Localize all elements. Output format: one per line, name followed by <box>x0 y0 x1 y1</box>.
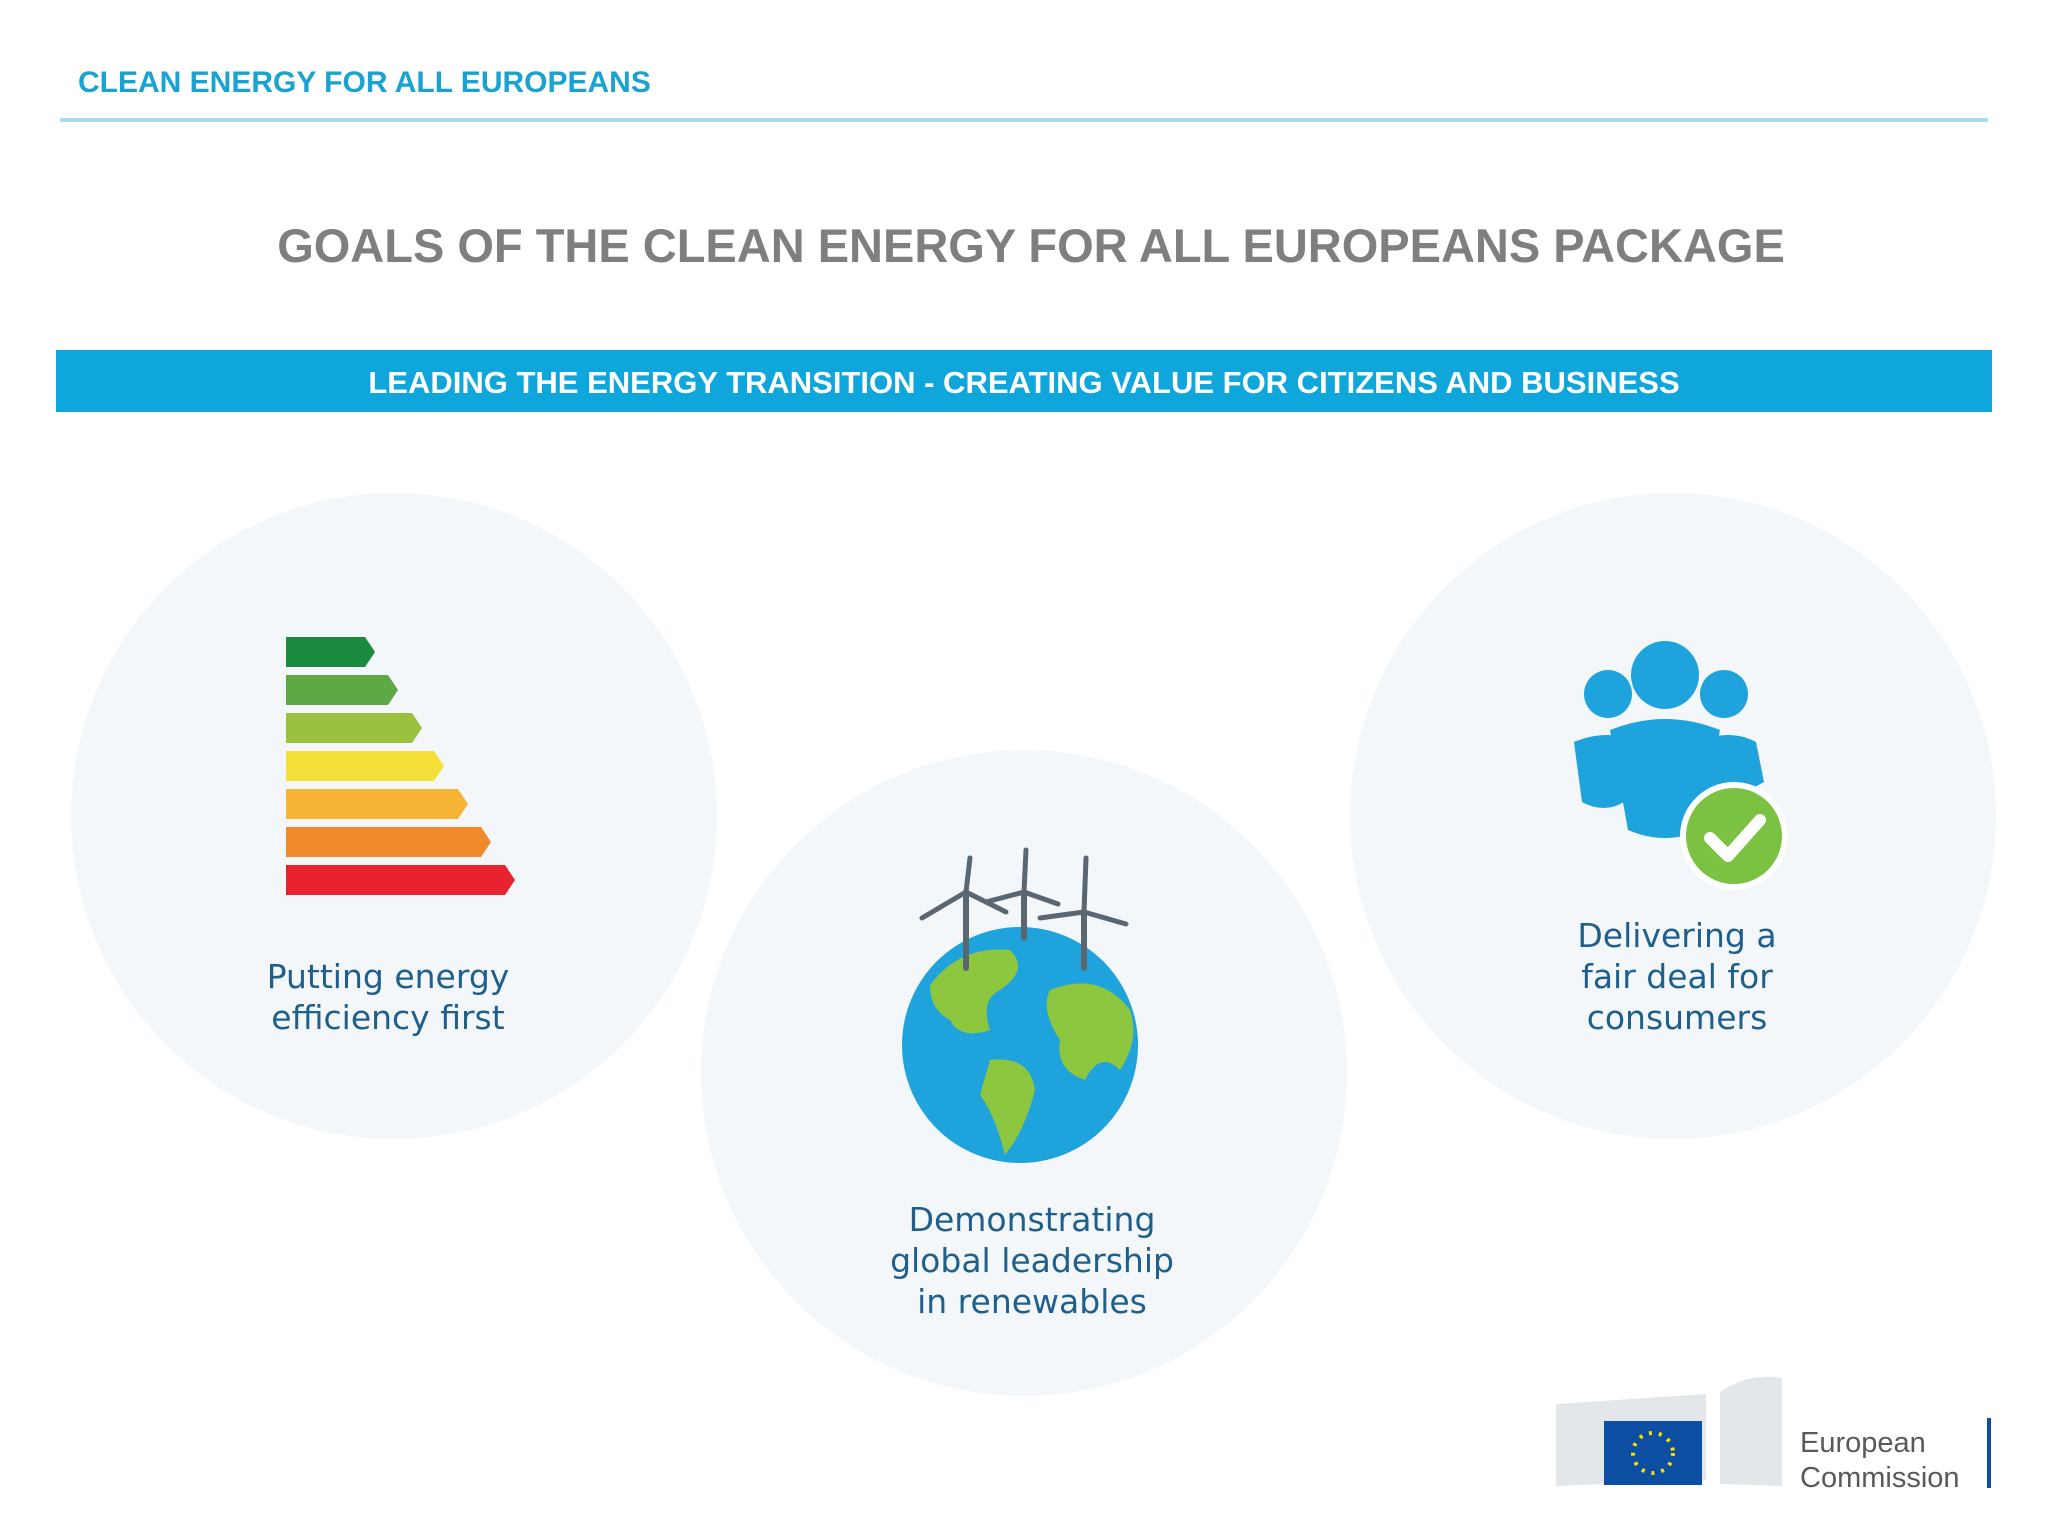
goal-text: Putting energy <box>267 957 510 996</box>
banner-text: LEADING THE ENERGY TRANSITION - CREATING… <box>368 365 1679 400</box>
energy-label-icon <box>286 637 515 895</box>
goal-text: Demonstrating <box>909 1200 1156 1239</box>
header-title: CLEAN ENERGY FOR ALL EUROPEANS <box>78 66 651 99</box>
header-rule <box>60 118 1988 122</box>
goal-text: efficiency first <box>271 998 504 1037</box>
banner <box>56 350 1992 412</box>
globe-icon <box>902 847 1138 1163</box>
slide-title: GOALS OF THE CLEAN ENERGY FOR ALL EUROPE… <box>277 219 1785 272</box>
goal-text: Delivering a <box>1577 916 1776 955</box>
ec-logo: European Commission <box>1556 1376 1991 1494</box>
goal-text: consumers <box>1587 998 1768 1037</box>
consumers-icon <box>1574 641 1788 890</box>
goal-text: fair deal for <box>1581 957 1773 996</box>
goal-text: in renewables <box>917 1282 1147 1321</box>
logo-text: European <box>1800 1427 1926 1459</box>
logo-text: Commission <box>1800 1462 1960 1494</box>
goal-text: global leadership <box>890 1241 1174 1280</box>
